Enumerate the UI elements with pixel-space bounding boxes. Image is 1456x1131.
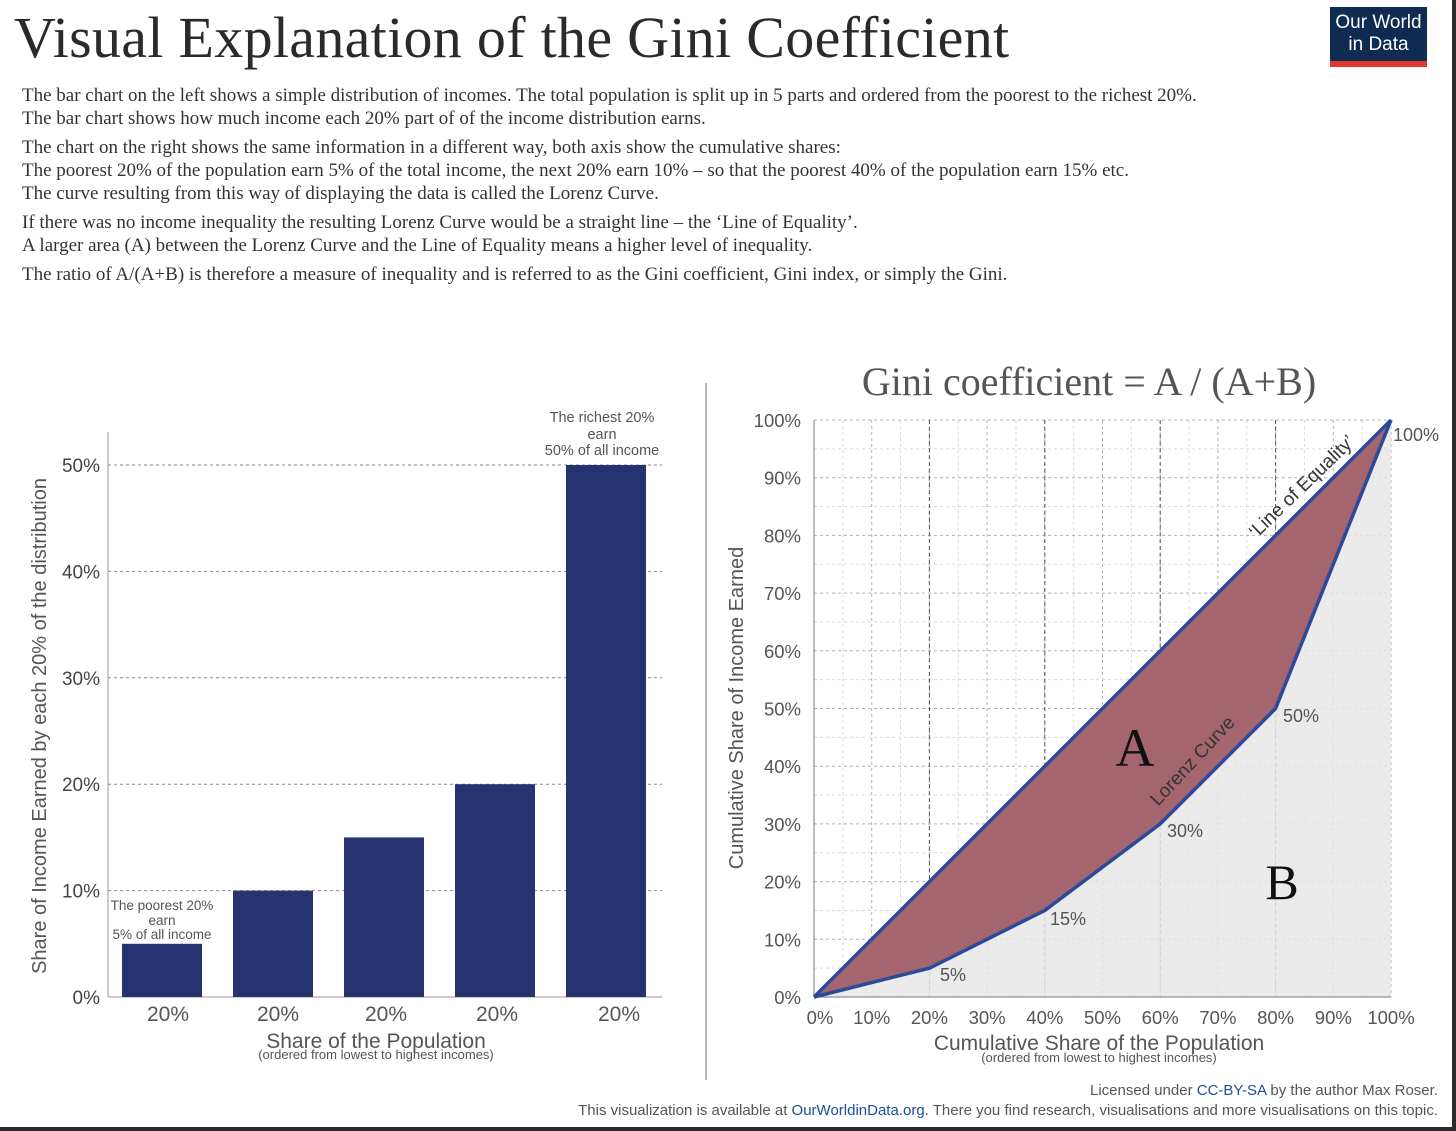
x-tick-label: 60% bbox=[1142, 1007, 1179, 1028]
y-tick-label: 0% bbox=[73, 988, 101, 1009]
y-tick-label: 10% bbox=[62, 882, 100, 903]
bar-annotation: The poorest 20% bbox=[111, 898, 214, 913]
intro-paragraph-2: The chart on the right shows the same in… bbox=[22, 136, 1442, 205]
y-axis-title: Share of Income Earned by each 20% of th… bbox=[29, 478, 51, 974]
x-tick-label: 90% bbox=[1315, 1007, 1352, 1028]
y-tick-label: 50% bbox=[764, 699, 801, 720]
license-link[interactable]: CC-BY-SA bbox=[1196, 1082, 1267, 1099]
point-label: 15% bbox=[1050, 909, 1086, 929]
y-tick-label: 40% bbox=[62, 562, 100, 583]
x-tick-label: 10% bbox=[853, 1007, 890, 1028]
bar bbox=[566, 465, 646, 997]
chart-title: Gini coefficient = A / (A+B) bbox=[862, 359, 1316, 404]
intro-line: The chart on the right shows the same in… bbox=[22, 137, 841, 158]
bar-annotation: The richest 20% bbox=[550, 410, 655, 426]
intro-paragraph-1: The bar chart on the left shows a simple… bbox=[22, 84, 1442, 130]
point-label: 5% bbox=[940, 965, 966, 985]
x-tick-label: 20% bbox=[365, 1003, 407, 1026]
y-tick-label: 70% bbox=[764, 583, 801, 604]
bar-annotation: 5% of all income bbox=[112, 927, 211, 942]
area-label: B bbox=[1265, 854, 1298, 910]
point-label: 100% bbox=[1393, 425, 1439, 445]
x-tick-label: 20% bbox=[598, 1003, 640, 1026]
y-tick-label: 60% bbox=[764, 641, 801, 662]
point-label: 50% bbox=[1283, 706, 1319, 726]
intro-paragraph-3: If there was no income inequality the re… bbox=[22, 211, 1442, 257]
bar-annotation: earn bbox=[148, 913, 175, 928]
availability-prefix: This visualization is available at bbox=[578, 1102, 792, 1119]
y-tick-label: 80% bbox=[764, 525, 801, 546]
lorenz-curve-line bbox=[813, 419, 1393, 999]
x-tick-label: 70% bbox=[1199, 1007, 1236, 1028]
intro-text: The bar chart on the left shows a simple… bbox=[22, 84, 1442, 292]
y-tick-label: 20% bbox=[62, 775, 100, 796]
income-bar-chart: 0% 10% 20% 30% 40% 50% 20% 20% 20% 20% 20% Share of… bbox=[29, 410, 662, 1062]
bar bbox=[455, 784, 535, 997]
area-label: A bbox=[1116, 718, 1155, 778]
intro-line: The curve resulting from this way of dis… bbox=[22, 183, 659, 204]
x-tick-label: 20% bbox=[257, 1003, 299, 1026]
x-tick-label: 20% bbox=[911, 1007, 948, 1028]
logo-line-1: Our World bbox=[1335, 12, 1422, 33]
owid-logo[interactable]: Our World in Data bbox=[1330, 7, 1427, 67]
bar bbox=[344, 837, 424, 997]
x-tick-label: 30% bbox=[969, 1007, 1006, 1028]
x-tick-label: 20% bbox=[147, 1003, 189, 1026]
point-label: 30% bbox=[1167, 821, 1203, 841]
y-tick-label: 10% bbox=[764, 929, 801, 950]
x-axis-subtitle: (ordered from lowest to highest incomes) bbox=[981, 1050, 1217, 1065]
x-tick-label: 40% bbox=[1026, 1007, 1063, 1028]
intro-line: The ratio of A/(A+B) is therefore a meas… bbox=[22, 264, 1008, 285]
intro-line: The bar chart on the left shows a simple… bbox=[22, 85, 1197, 106]
x-tick-label: 80% bbox=[1257, 1007, 1294, 1028]
bar-annotation: earn bbox=[587, 427, 616, 443]
x-tick-label: 0% bbox=[807, 1007, 834, 1028]
y-tick-label: 40% bbox=[764, 756, 801, 777]
availability-suffix: . There you find research, visualisation… bbox=[924, 1102, 1438, 1119]
intro-line: The poorest 20% of the population earn 5… bbox=[22, 160, 1129, 181]
y-tick-label: 30% bbox=[764, 814, 801, 835]
x-axis-title: Cumulative Share of the Population bbox=[934, 1032, 1264, 1055]
bar-annotation: 50% of all income bbox=[545, 443, 659, 459]
intro-line: If there was no income inequality the re… bbox=[22, 212, 858, 233]
bar bbox=[233, 890, 313, 997]
area-b bbox=[814, 420, 1391, 997]
equality-line bbox=[812, 418, 1393, 999]
logo-line-2: in Data bbox=[1348, 34, 1409, 55]
availability-footer: This visualization is available at OurWo… bbox=[578, 1102, 1438, 1119]
y-tick-label: 30% bbox=[62, 669, 100, 690]
y-axis-title: Cumulative Share of Income Earned bbox=[726, 547, 748, 869]
y-tick-label: 90% bbox=[764, 468, 801, 489]
y-tick-label: 0% bbox=[774, 987, 801, 1008]
license-suffix: by the author Max Roser. bbox=[1266, 1082, 1438, 1099]
y-tick-label: 100% bbox=[754, 410, 801, 431]
bar bbox=[122, 943, 202, 997]
x-axis-title: Share of the Population bbox=[266, 1030, 486, 1053]
chart-divider bbox=[705, 383, 707, 1080]
page-title: Visual Explanation of the Gini Coefficie… bbox=[14, 5, 1010, 70]
x-tick-label: 100% bbox=[1367, 1007, 1414, 1028]
y-tick-label: 50% bbox=[62, 456, 100, 477]
lorenz-curve-chart: Gini coefficient = A / (A+B) 0% 0% 10% 10% 20… bbox=[726, 359, 1439, 1065]
x-tick-label: 20% bbox=[476, 1003, 518, 1026]
intro-paragraph-4: The ratio of A/(A+B) is therefore a meas… bbox=[22, 263, 1442, 286]
x-tick-label: 50% bbox=[1084, 1007, 1121, 1028]
license-footer: Licensed under CC-BY-SA by the author Ma… bbox=[1090, 1082, 1438, 1099]
intro-line: A larger area (A) between the Lorenz Cur… bbox=[22, 235, 813, 256]
x-axis-subtitle: (ordered from lowest to highest incomes) bbox=[258, 1047, 494, 1062]
intro-line: The bar chart shows how much income each… bbox=[22, 108, 706, 129]
license-prefix: Licensed under bbox=[1090, 1082, 1197, 1099]
y-tick-label: 20% bbox=[764, 872, 801, 893]
owid-link[interactable]: OurWorldinData.org bbox=[791, 1102, 925, 1119]
